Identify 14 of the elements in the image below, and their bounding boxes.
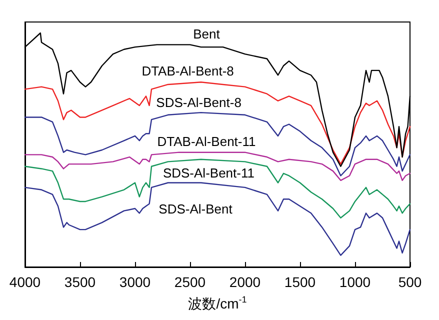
series-label: SDS-Al-Bent-8 [156, 95, 242, 110]
x-tick-label: 4000 [9, 274, 41, 290]
series-label: SDS-Al-Bent [158, 201, 233, 216]
series-label: Bent [193, 26, 220, 42]
x-tick-label: 1000 [339, 274, 371, 290]
x-tick-label: 3000 [119, 274, 151, 290]
series-label: SDS-Al-Bent-11 [162, 165, 254, 180]
x-tick-label: 3500 [64, 274, 96, 290]
x-tick-label: 2000 [229, 274, 261, 290]
series-label: DTAB-Al-Bent-11 [157, 134, 256, 149]
x-tick-label: 2500 [174, 274, 206, 290]
x-tick-label: 500 [398, 274, 422, 290]
series-label: DTAB-Al-Bent-8 [142, 64, 234, 79]
x-tick-label: 1500 [284, 274, 316, 290]
